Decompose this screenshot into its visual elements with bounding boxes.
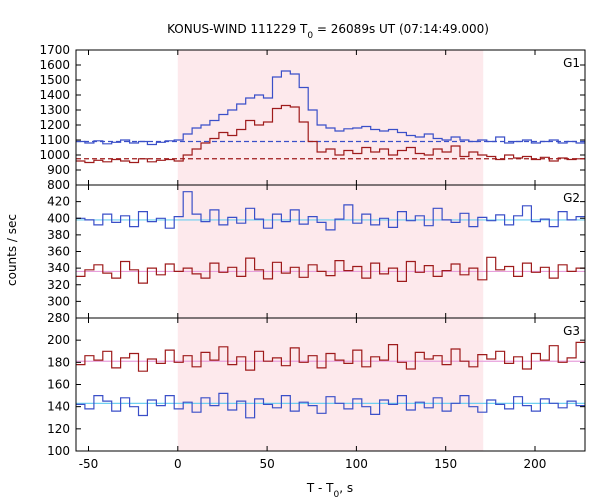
y-tick-label: 280: [47, 311, 70, 325]
x-tick-label: -50: [79, 457, 99, 471]
y-tick-label: 420: [47, 195, 70, 209]
y-tick-label: 1600: [39, 58, 70, 72]
y-tick-label: 100: [47, 444, 70, 458]
series-line: [76, 256, 585, 284]
y-tick-label: 1100: [39, 133, 70, 147]
y-tick-label: 1000: [39, 148, 70, 162]
x-tick-label: 150: [434, 457, 457, 471]
panel-label: G2: [563, 191, 580, 205]
y-tick-label: 1700: [39, 43, 70, 57]
panel-label: G3: [563, 324, 580, 338]
y-tick-label: 380: [47, 228, 70, 242]
y-tick-label: 320: [47, 278, 70, 292]
x-tick-label: 50: [259, 457, 274, 471]
y-tick-label: 340: [47, 261, 70, 275]
y-tick-label: 300: [47, 294, 70, 308]
shaded-interval: [177, 50, 484, 185]
y-tick-label: 1300: [39, 103, 70, 117]
y-tick-label: 1500: [39, 73, 70, 87]
series-line: [76, 392, 585, 419]
x-tick-label: 0: [174, 457, 182, 471]
y-tick-label: 1200: [39, 118, 70, 132]
panel-label: G1: [563, 56, 580, 70]
y-tick-label: 360: [47, 245, 70, 259]
y-tick-label: 400: [47, 211, 70, 225]
y-tick-label: 900: [47, 163, 70, 177]
y-tick-label: 200: [47, 333, 70, 347]
y-tick-label: 800: [47, 178, 70, 192]
shaded-interval: [177, 318, 484, 451]
y-tick-label: 160: [47, 378, 70, 392]
panel-g3: 100 120 140 160 180 200 G3: [47, 317, 586, 458]
panel-g2: 280 300 320 340 360 380 400 420 G2: [47, 184, 586, 325]
series-line: [76, 341, 585, 372]
y-axis-label: counts / sec: [5, 214, 19, 286]
x-tick-label: 100: [345, 457, 368, 471]
series-line: [76, 104, 585, 164]
y-tick-label: 1400: [39, 88, 70, 102]
panels: 80090010001100120013001400150016001700G1…: [39, 43, 586, 471]
x-tick-label: 200: [524, 457, 547, 471]
shaded-interval: [177, 185, 484, 318]
y-tick-label: 180: [47, 355, 70, 369]
series-line: [76, 191, 585, 231]
y-tick-label: 140: [47, 400, 70, 414]
series-line: [76, 70, 585, 146]
y-tick-label: 120: [47, 422, 70, 436]
chart-title: KONUS-WIND 111229 T0 = 26089s UT (07:14:…: [167, 22, 489, 41]
x-axis-label: T - T0, s: [306, 481, 353, 500]
